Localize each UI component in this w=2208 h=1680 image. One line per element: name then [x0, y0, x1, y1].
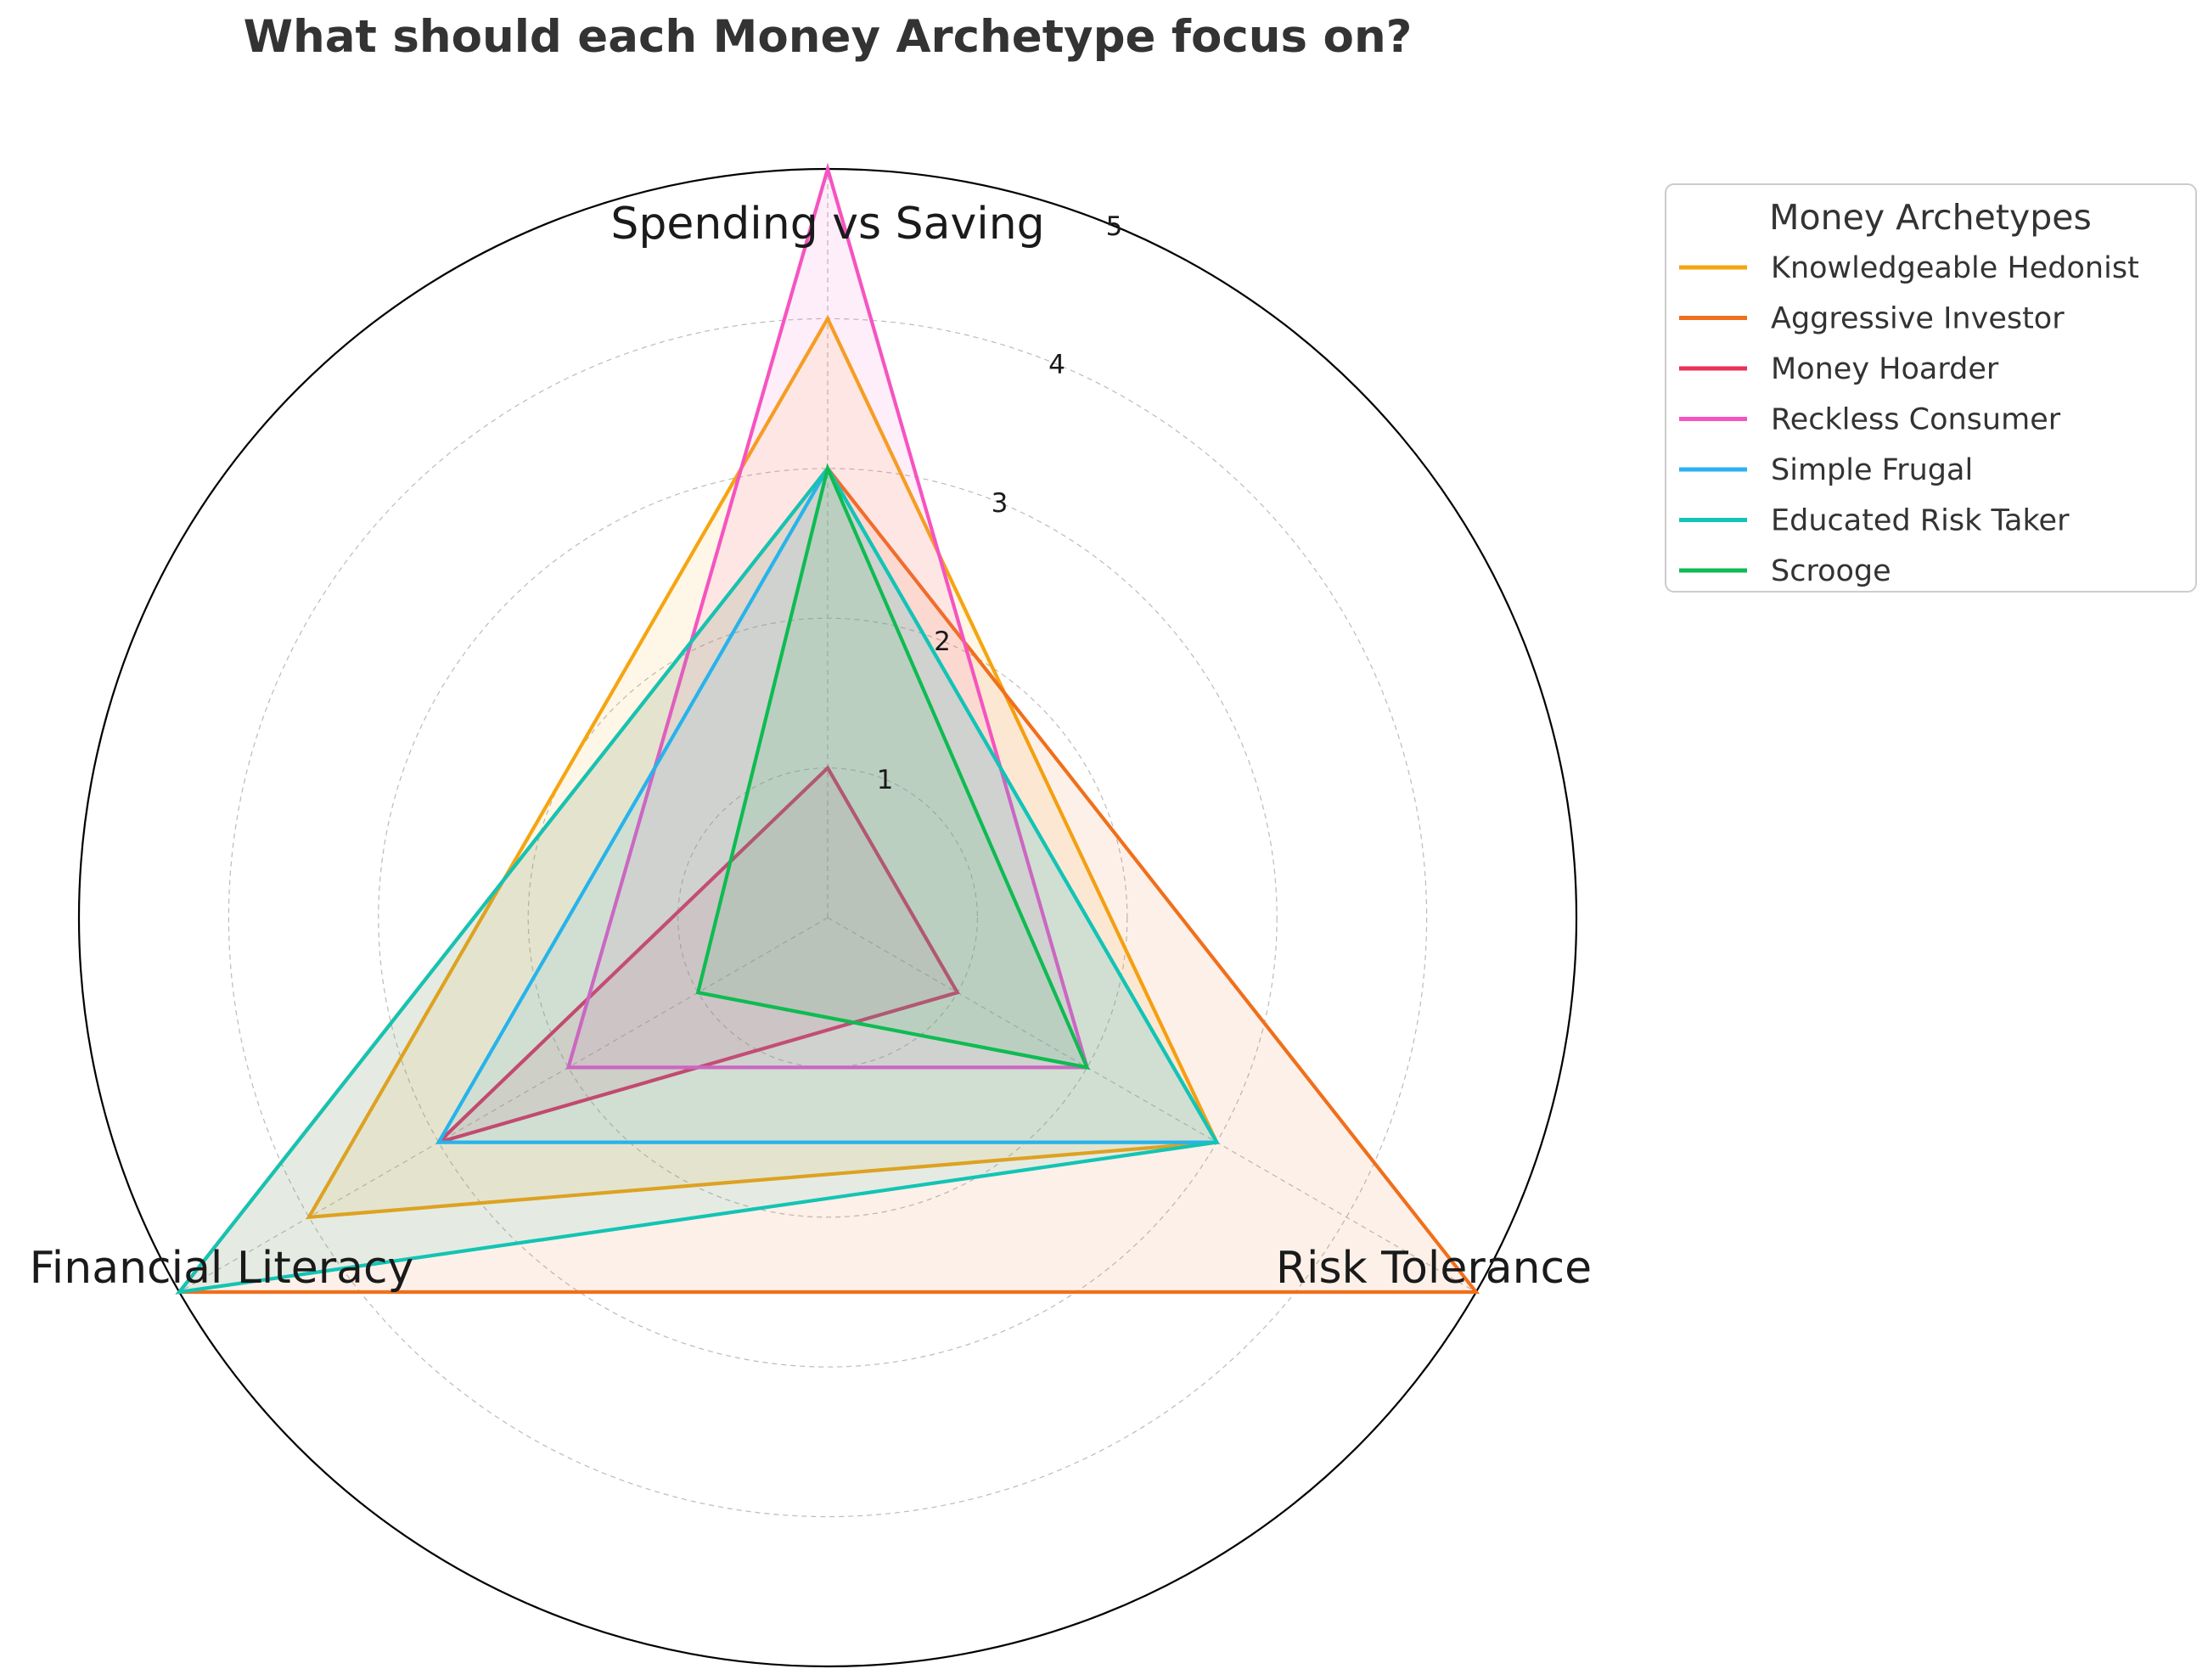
legend-label: Money Hoarder [1771, 352, 1999, 386]
series-area [698, 468, 1087, 1068]
series-line [306, 314, 1220, 1220]
series-line [565, 162, 1090, 1070]
series-group [695, 463, 1091, 1070]
legend-item: Knowledgeable Hedonist [1679, 251, 2139, 285]
legend-item: Money Hoarder [1679, 352, 1999, 386]
series-line [695, 463, 1091, 1070]
legend-label: Knowledgeable Hedonist [1771, 251, 2139, 285]
legend-label: Reckless Consumer [1771, 403, 2061, 437]
radial-tick-label: 1 [877, 765, 894, 795]
series-area [308, 318, 1217, 1217]
series-group [565, 162, 1090, 1070]
legend-label: Educated Risk Taker [1771, 504, 2070, 538]
legend: Money Archetypes Knowledgeable Hedonist A… [1665, 183, 2197, 593]
radial-tick-label: 2 [934, 626, 951, 657]
series-area [179, 468, 1217, 1292]
legend-frame [1665, 183, 2197, 593]
grid-spoke [827, 917, 1477, 1293]
radial-tick-label: 3 [992, 488, 1008, 519]
legend-item: Simple Frugal [1679, 453, 1973, 487]
axis-label: Spending vs Saving [610, 199, 1044, 250]
radar-series [175, 162, 1480, 1295]
legend-items: Knowledgeable Hedonist Aggressive Investo… [1679, 251, 2139, 588]
legend-label: Simple Frugal [1771, 453, 1973, 487]
series-group [306, 314, 1220, 1220]
chart-title: What should each Money Archetype focus o… [244, 11, 1413, 63]
grid-spoke [178, 917, 829, 1293]
series-area [179, 468, 1476, 1292]
axis-labels: Spending vs Saving Risk Tolerance Financia… [30, 199, 1592, 1294]
legend-title: Money Archetypes [1769, 197, 2092, 238]
grid-circle [378, 468, 1278, 1368]
series-area [568, 169, 1087, 1068]
radial-tick-label: 4 [1048, 350, 1065, 380]
legend-label: Scrooge [1771, 554, 1891, 588]
legend-item: Aggressive Investor [1679, 302, 2065, 336]
legend-item: Reckless Consumer [1679, 403, 2061, 437]
series-group [175, 465, 1220, 1295]
series-line [175, 465, 1220, 1295]
radial-tick-label: 5 [1106, 211, 1123, 242]
legend-item: Educated Risk Taker [1679, 504, 2070, 538]
axis-label: Risk Tolerance [1276, 1243, 1592, 1294]
axis-label: Financial Literacy [30, 1243, 414, 1294]
series-area [438, 468, 1217, 1143]
legend-item: Scrooge [1679, 554, 1891, 588]
series-area [438, 767, 958, 1143]
radial-tick-labels: 1 2 3 4 5 [877, 211, 1123, 795]
legend-label: Aggressive Investor [1771, 302, 2065, 336]
